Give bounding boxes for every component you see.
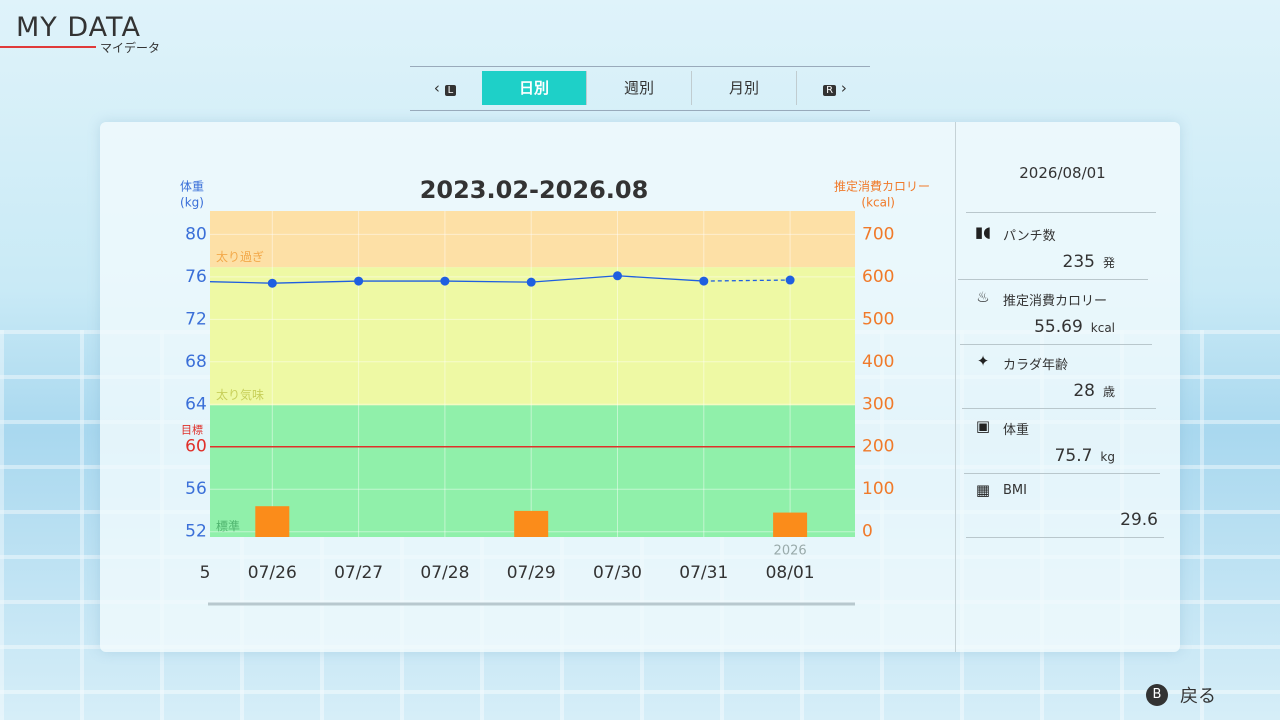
y-tick-label: 80 — [185, 224, 207, 244]
stat-value: 235 発 — [945, 252, 1115, 272]
stat-label: BMI — [1003, 483, 1027, 498]
stat-label: カラダ年齢 — [1003, 358, 1069, 373]
band — [210, 211, 855, 268]
point — [785, 275, 795, 285]
value: 28 — [1073, 381, 1095, 401]
y-tick-label: 52 — [185, 522, 207, 542]
y-axis-label: 体重 — [180, 180, 204, 194]
unit: kg — [1100, 449, 1115, 464]
separator — [958, 279, 1148, 280]
point — [354, 276, 364, 286]
x-tick-label: 07/28 — [420, 563, 469, 583]
stat-icon: ✦ — [976, 352, 990, 370]
x-tick-label: 07/27 — [334, 563, 383, 583]
y2-tick-label: 0 — [862, 522, 873, 542]
y2-tick-label: 700 — [862, 224, 894, 244]
value: 29.6 — [1120, 510, 1158, 530]
chart-title: 2023.02-2026.08 — [420, 176, 649, 204]
y2-tick-label: 500 — [862, 309, 894, 329]
y-axis-label: (kg) — [180, 196, 204, 210]
y-tick-label: 68 — [185, 352, 207, 372]
unit: 歳 — [1102, 385, 1115, 399]
point — [699, 276, 709, 286]
band-label: 太り気味 — [216, 387, 264, 402]
point — [613, 271, 622, 281]
point — [267, 278, 277, 288]
band — [210, 267, 855, 406]
stat-value: 28 歳 — [945, 381, 1115, 401]
y2-tick-label: 100 — [862, 479, 894, 499]
bar — [773, 512, 808, 537]
divider — [955, 122, 956, 652]
separator — [966, 212, 1156, 213]
x-tick-label: 07/31 — [679, 563, 728, 583]
footer-label[interactable]: 戻る — [1180, 686, 1216, 707]
header-subtitle: マイデータ — [100, 41, 161, 55]
x-tick-label: 08/01 — [766, 563, 815, 583]
y-tick-label: 64 — [185, 394, 207, 414]
tab-border — [410, 66, 870, 67]
value: 55.69 — [1034, 316, 1083, 337]
y-tick-label: 56 — [185, 479, 207, 499]
bar — [255, 506, 290, 537]
tab-next[interactable]: R › — [810, 71, 860, 105]
value: 235 — [1062, 252, 1095, 272]
band-label: 標準 — [216, 519, 240, 534]
tab-divider — [796, 71, 797, 105]
y2-axis-label: (kcal) — [861, 196, 895, 210]
stat-icon: ▦ — [975, 481, 991, 499]
tab-divider — [691, 71, 692, 105]
unit: 発 — [1102, 256, 1115, 270]
target-label: 目標 — [181, 423, 203, 437]
header-underline — [0, 46, 96, 48]
l-button: L — [444, 85, 457, 96]
tab-prev[interactable]: ‹ L — [420, 71, 470, 105]
stat-value: 29.6 — [988, 510, 1158, 530]
x-tick-label: 07/30 — [593, 563, 642, 583]
stats-date: 2026/08/01 — [1019, 164, 1106, 182]
line-dashed — [703, 279, 791, 282]
x-tick-label: 07/29 — [507, 563, 556, 583]
y-tick-label: 60 — [185, 437, 207, 457]
stat-value: 75.7 kg — [945, 446, 1115, 466]
bar — [514, 510, 549, 537]
point — [440, 276, 450, 286]
stat-icon: ▮◖ — [974, 223, 992, 241]
y2-tick-label: 300 — [862, 394, 894, 414]
y2-axis-label: 推定消費カロリー — [834, 179, 930, 194]
y-tick-label: 72 — [185, 309, 207, 329]
x-tick-label: 07/26 — [248, 563, 297, 583]
year-label: 2026 — [774, 544, 807, 559]
tab[interactable]: 週別 — [623, 79, 654, 97]
tab-divider — [586, 71, 587, 105]
header-title: MY DATA — [16, 12, 141, 43]
stat-value: 55.69 kcal — [945, 317, 1115, 337]
separator — [964, 472, 1160, 474]
r-button: R — [823, 85, 837, 96]
tab[interactable]: 日別 — [482, 71, 586, 105]
b-button: B — [1146, 684, 1168, 706]
y-tick-label: 76 — [185, 267, 207, 287]
band-label: 太り過ぎ — [216, 249, 264, 264]
y2-tick-label: 400 — [862, 352, 894, 372]
separator — [966, 537, 1164, 538]
x-tick-label: 07/25 — [162, 563, 211, 583]
separator — [962, 408, 1156, 409]
point — [526, 277, 536, 287]
stat-label: 推定消費カロリー — [1003, 293, 1108, 309]
unit: kcal — [1090, 320, 1115, 335]
y2-tick-label: 600 — [862, 267, 894, 287]
value: 75.7 — [1054, 445, 1093, 466]
separator — [960, 343, 1152, 345]
stat-label: 体重 — [1003, 422, 1030, 438]
tab[interactable]: 月別 — [728, 79, 759, 97]
y2-tick-label: 200 — [862, 437, 894, 457]
stat-icon: ♨ — [976, 287, 990, 306]
stat-icon: ▣ — [975, 416, 991, 435]
tab-border — [410, 110, 870, 111]
stat-label: パンチ数 — [1003, 229, 1056, 244]
